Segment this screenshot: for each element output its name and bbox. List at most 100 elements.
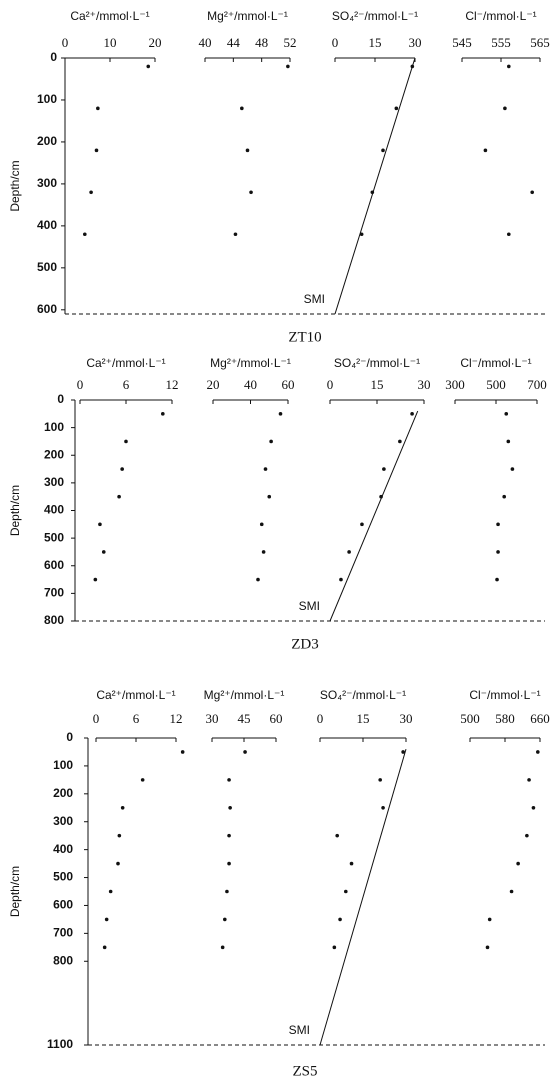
point <box>249 190 253 195</box>
point <box>180 750 185 754</box>
point <box>278 412 283 416</box>
y-tick-label: 300 <box>37 176 57 190</box>
x-tick-label: 500 <box>486 377 506 392</box>
point <box>240 106 244 111</box>
x-tick-label: 12 <box>166 377 179 392</box>
y-tick-label: 0 <box>57 392 64 406</box>
point <box>259 522 264 527</box>
panel-title: ZT10 <box>288 329 321 345</box>
x-axis-label: Cl⁻/mmol·L⁻¹ <box>469 688 540 702</box>
x-tick-label: 545 <box>452 35 472 50</box>
point <box>495 577 499 582</box>
fit-label: SMI <box>289 1023 310 1037</box>
y-tick-label: 800 <box>53 953 73 967</box>
point <box>101 550 106 554</box>
point <box>349 861 354 866</box>
point <box>286 64 290 69</box>
point <box>496 550 500 554</box>
x-tick-label: 0 <box>93 711 100 726</box>
y-axis-label: Depth/cm <box>8 485 22 536</box>
point <box>531 805 536 810</box>
point <box>347 550 351 554</box>
point <box>381 805 385 810</box>
x-tick-label: 15 <box>369 35 382 50</box>
point <box>256 577 260 582</box>
x-tick-label: 580 <box>495 711 515 726</box>
x-tick-label: 6 <box>133 711 140 726</box>
point <box>525 833 529 838</box>
point <box>117 833 122 838</box>
point <box>382 467 386 471</box>
y-tick-label: 600 <box>53 898 73 912</box>
point <box>223 917 227 922</box>
point <box>94 148 99 153</box>
point <box>263 467 268 471</box>
x-tick-label: 300 <box>445 377 465 392</box>
x-tick-label: 10 <box>104 35 117 50</box>
x-tick-label: 6 <box>123 377 130 392</box>
point <box>360 522 364 527</box>
point <box>120 805 125 810</box>
point <box>98 522 102 527</box>
point <box>332 945 337 950</box>
point <box>117 494 121 499</box>
y-tick-label: 200 <box>44 447 64 461</box>
point <box>225 889 229 894</box>
x-axis-label: SO₄²⁻/mmol·L⁻¹ <box>320 688 406 702</box>
y-tick-label: 800 <box>44 613 64 627</box>
y-axis-label: Depth/cm <box>8 160 22 211</box>
fit-label: SMI <box>299 599 320 613</box>
point <box>161 412 165 416</box>
x-tick-label: 700 <box>527 377 547 392</box>
point <box>506 439 511 444</box>
y-tick-label: 100 <box>53 758 73 772</box>
y-tick-label: 200 <box>37 134 57 148</box>
point <box>228 805 232 810</box>
point <box>108 889 113 894</box>
x-tick-label: 0 <box>77 377 84 392</box>
point <box>120 467 124 471</box>
point <box>338 917 342 922</box>
x-axis-label: SO₄²⁻/mmol·L⁻¹ <box>334 356 420 370</box>
y-tick-label: 500 <box>53 870 73 884</box>
point <box>227 778 231 782</box>
point <box>510 467 515 471</box>
y-tick-label: 300 <box>53 814 73 828</box>
point <box>503 106 507 111</box>
fit-line <box>334 57 416 315</box>
y-tick-label: 500 <box>37 260 57 274</box>
x-tick-label: 20 <box>207 377 220 392</box>
x-axis-label: Cl⁻/mmol·L⁻¹ <box>460 356 531 370</box>
y-tick-label: 400 <box>37 218 57 232</box>
point <box>401 750 405 754</box>
point <box>502 494 507 499</box>
x-axis-label: Mg²⁺/mmol·L⁻¹ <box>204 688 285 702</box>
x-tick-label: 45 <box>238 711 251 726</box>
point <box>507 64 511 69</box>
x-axis-label: SO₄²⁻/mmol·L⁻¹ <box>332 9 418 23</box>
point <box>93 577 98 582</box>
point <box>536 750 540 754</box>
x-tick-label: 660 <box>530 711 550 726</box>
point <box>102 945 107 950</box>
x-axis-label: Ca²⁺/mmol·L⁻¹ <box>86 356 165 370</box>
x-tick-label: 0 <box>332 35 339 50</box>
x-axis-label: Cl⁻/mmol·L⁻¹ <box>465 9 536 23</box>
x-axis-label: Ca²⁺/mmol·L⁻¹ <box>96 688 175 702</box>
point <box>140 778 145 782</box>
x-tick-label: 0 <box>62 35 69 50</box>
y-tick-label: 1100 <box>47 1037 73 1051</box>
point <box>335 833 340 838</box>
x-tick-label: 60 <box>282 377 295 392</box>
y-tick-label: 0 <box>66 730 73 744</box>
y-tick-label: 300 <box>44 475 64 489</box>
x-tick-label: 15 <box>357 711 370 726</box>
x-tick-label: 12 <box>170 711 183 726</box>
point <box>487 917 492 922</box>
point <box>245 148 250 153</box>
point <box>485 945 490 950</box>
fit-line <box>319 749 407 1046</box>
point <box>530 190 534 195</box>
y-tick-label: 400 <box>53 842 73 856</box>
